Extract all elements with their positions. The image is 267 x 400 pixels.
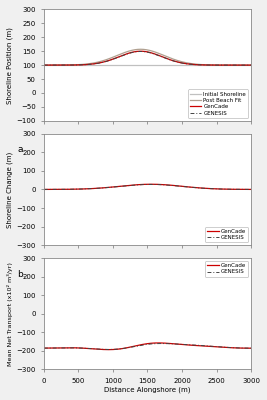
- GenCade: [149, 182, 152, 187]
- Legend: GenCade, GENESIS: GenCade, GENESIS: [205, 226, 248, 242]
- GenCade: [136, 343, 140, 348]
- Legend: Initial Shoreline, Post Beach Fit, GenCade, GENESIS: Initial Shoreline, Post Beach Fit, GenCa…: [188, 90, 248, 118]
- Post Beach Fit: [181, 60, 184, 64]
- GENESIS: [199, 62, 202, 67]
- GENESIS: [149, 182, 152, 187]
- Post Beach Fit: [165, 54, 168, 59]
- GENESIS: [181, 342, 184, 347]
- GENESIS: [181, 184, 184, 189]
- GenCade: [165, 182, 168, 187]
- Initial Shoreline: [198, 63, 202, 68]
- GenCade: [107, 347, 110, 352]
- Post Beach Fit: [79, 62, 82, 67]
- Line: GENESIS: GENESIS: [44, 184, 251, 190]
- GENESIS: [136, 49, 139, 54]
- GenCade: [96, 186, 99, 191]
- GenCade: [42, 63, 46, 68]
- Initial Shoreline: [96, 63, 99, 68]
- GenCade: [165, 341, 168, 346]
- Initial Shoreline: [181, 63, 184, 68]
- GENESIS: [199, 186, 202, 190]
- Text: a.: a.: [17, 145, 25, 154]
- GENESIS: [160, 341, 163, 346]
- GenCade: [199, 186, 202, 190]
- Initial Shoreline: [136, 63, 139, 68]
- GENESIS: [79, 62, 82, 67]
- Post Beach Fit: [249, 63, 253, 68]
- GenCade: [79, 62, 82, 67]
- GENESIS: [42, 346, 46, 350]
- GENESIS: [96, 61, 99, 66]
- Y-axis label: Shoreline Position (m): Shoreline Position (m): [7, 27, 13, 104]
- Line: GenCade: GenCade: [44, 343, 251, 350]
- Initial Shoreline: [79, 63, 82, 68]
- GenCade: [199, 343, 202, 348]
- Post Beach Fit: [136, 47, 139, 52]
- GENESIS: [249, 346, 253, 350]
- Line: GENESIS: GENESIS: [44, 344, 251, 350]
- Line: GENESIS: GENESIS: [44, 52, 251, 65]
- GenCade: [181, 184, 184, 189]
- Y-axis label: Shoreline Change (m): Shoreline Change (m): [7, 151, 13, 228]
- GENESIS: [107, 347, 111, 352]
- Initial Shoreline: [164, 63, 168, 68]
- GENESIS: [249, 187, 253, 192]
- GENESIS: [165, 183, 168, 188]
- GENESIS: [139, 49, 142, 54]
- GenCade: [181, 342, 184, 347]
- GenCade: [249, 346, 253, 351]
- GenCade: [249, 187, 253, 192]
- GENESIS: [42, 187, 46, 192]
- Post Beach Fit: [96, 60, 99, 65]
- GenCade: [136, 182, 139, 187]
- Post Beach Fit: [139, 47, 142, 52]
- GENESIS: [199, 343, 202, 348]
- GENESIS: [249, 63, 253, 68]
- GenCade: [79, 187, 82, 192]
- Post Beach Fit: [42, 63, 46, 68]
- GenCade: [249, 63, 253, 68]
- Initial Shoreline: [42, 63, 46, 68]
- GenCade: [199, 62, 202, 67]
- GENESIS: [181, 61, 184, 66]
- GenCade: [165, 56, 168, 61]
- GENESIS: [79, 346, 82, 350]
- X-axis label: Distance Alongshore (m): Distance Alongshore (m): [104, 386, 191, 393]
- Line: Post Beach Fit: Post Beach Fit: [44, 49, 251, 65]
- Text: b.: b.: [17, 270, 26, 279]
- GenCade: [181, 61, 184, 66]
- GENESIS: [96, 347, 99, 352]
- Initial Shoreline: [249, 63, 253, 68]
- Y-axis label: Mean Net Transport (x10² m³/yr): Mean Net Transport (x10² m³/yr): [7, 262, 13, 366]
- Post Beach Fit: [199, 62, 202, 67]
- GENESIS: [96, 186, 99, 191]
- Legend: GenCade, GENESIS: GenCade, GENESIS: [205, 261, 248, 277]
- GenCade: [136, 49, 139, 54]
- GenCade: [157, 340, 160, 345]
- GENESIS: [165, 341, 168, 346]
- GENESIS: [136, 344, 140, 348]
- GENESIS: [136, 182, 139, 187]
- GenCade: [42, 187, 46, 192]
- GenCade: [139, 49, 142, 54]
- Line: GenCade: GenCade: [44, 184, 251, 190]
- GenCade: [96, 61, 99, 66]
- Line: GenCade: GenCade: [44, 51, 251, 65]
- GenCade: [42, 346, 46, 350]
- GENESIS: [42, 63, 46, 68]
- GENESIS: [79, 187, 82, 192]
- GENESIS: [165, 56, 168, 61]
- GenCade: [96, 347, 99, 352]
- GenCade: [79, 346, 82, 350]
